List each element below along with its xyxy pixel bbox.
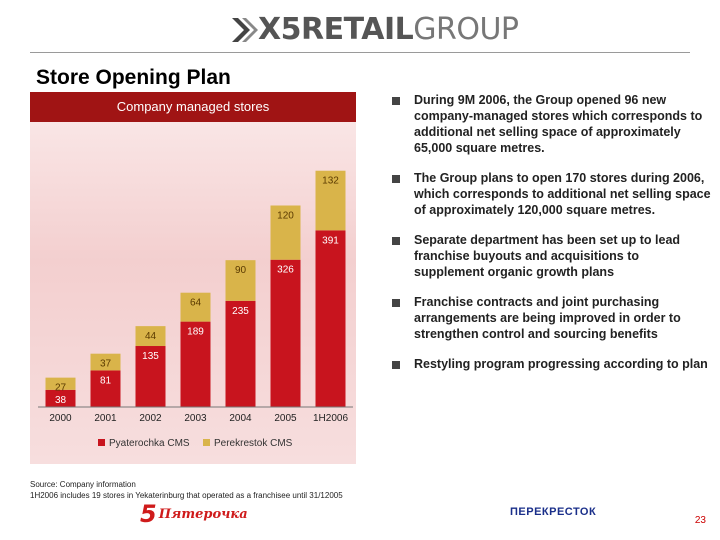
bullet-item: Restyling program progressing according … <box>392 356 712 372</box>
bullet-square-icon <box>392 299 400 307</box>
data-label-perekrestok-2005: 120 <box>277 211 294 222</box>
bar-pyaterochka-2002 <box>135 346 166 407</box>
data-label-pyaterochka-2005: 326 <box>277 265 294 276</box>
bar-pyaterochka-2003 <box>180 321 211 407</box>
bar-perekrestok-2005 <box>270 205 301 260</box>
legend-label-perekrestok: Perekrestok CMS <box>214 438 293 449</box>
x-tick-label-2001: 2001 <box>94 413 117 424</box>
bullet-square-icon <box>392 97 400 105</box>
data-label-perekrestok-2002: 44 <box>145 331 157 342</box>
data-label-perekrestok-2000: 27 <box>55 383 67 394</box>
legend-swatch-perekrestok <box>203 439 210 446</box>
bullet-item: Separate department has been set up to l… <box>392 232 712 280</box>
data-label-pyaterochka-1H2006: 391 <box>322 235 339 246</box>
data-label-perekrestok-2001: 37 <box>100 359 112 370</box>
x-tick-label-2002: 2002 <box>139 413 162 424</box>
bar-pyaterochka-2005 <box>270 259 301 407</box>
bar-pyaterochka-2001 <box>90 370 121 407</box>
bullet-list: During 9M 2006, the Group opened 96 new … <box>392 92 712 386</box>
data-label-perekrestok-2003: 64 <box>190 298 202 309</box>
bullet-square-icon <box>392 175 400 183</box>
data-label-pyaterochka-2002: 135 <box>142 351 159 362</box>
x-tick-label-2004: 2004 <box>229 413 252 424</box>
page-number: 23 <box>694 515 706 526</box>
chart-header: Company managed stores <box>30 92 356 122</box>
bullet-item: Franchise contracts and joint purchasing… <box>392 294 712 342</box>
bullet-square-icon <box>392 361 400 369</box>
data-label-perekrestok-2004: 90 <box>235 265 247 276</box>
bar-pyaterochka-2004 <box>225 300 256 407</box>
data-label-perekrestok-1H2006: 132 <box>322 176 339 187</box>
bar-perekrestok-2002 <box>135 326 166 347</box>
x5-chevron-icon <box>232 18 258 42</box>
x5-logo: X5RETAILGROUP <box>230 12 519 48</box>
data-label-pyaterochka-2004: 235 <box>232 306 249 317</box>
legend-label-pyaterochka: Pyaterochka CMS <box>109 438 190 449</box>
page-title: Store Opening Plan <box>36 66 231 89</box>
bar-pyaterochka-1H2006 <box>315 230 346 407</box>
x-tick-label-2003: 2003 <box>184 413 207 424</box>
perekrestok-logo: ПЕРЕКРЕСТОК <box>510 506 597 518</box>
bar-perekrestok-2001 <box>90 353 121 371</box>
source-note: Source: Company information 1H2006 inclu… <box>30 480 343 500</box>
pyaterochka-logo: 5 Пятерочка <box>140 500 248 528</box>
x5-logo-text: X5RETAILGROUP <box>258 12 519 47</box>
bar-perekrestok-2004 <box>225 260 256 301</box>
bar-perekrestok-2003 <box>180 292 211 322</box>
bar-pyaterochka-2000 <box>45 389 76 407</box>
data-label-pyaterochka-2003: 189 <box>187 327 204 338</box>
x-tick-label-2000: 2000 <box>49 413 72 424</box>
bullet-item: During 9M 2006, the Group opened 96 new … <box>392 92 712 156</box>
bar-perekrestok-2000 <box>45 377 76 390</box>
data-label-pyaterochka-2001: 81 <box>100 375 112 386</box>
bar-perekrestok-1H2006 <box>315 170 346 231</box>
x-tick-label-1H2006: 1H2006 <box>313 413 348 424</box>
x-tick-label-2005: 2005 <box>274 413 297 424</box>
bullet-square-icon <box>392 237 400 245</box>
bullet-item: The Group plans to open 170 stores durin… <box>392 170 712 218</box>
legend-swatch-pyaterochka <box>98 439 105 446</box>
data-label-pyaterochka-2000: 38 <box>55 395 67 406</box>
header-divider <box>30 52 690 53</box>
